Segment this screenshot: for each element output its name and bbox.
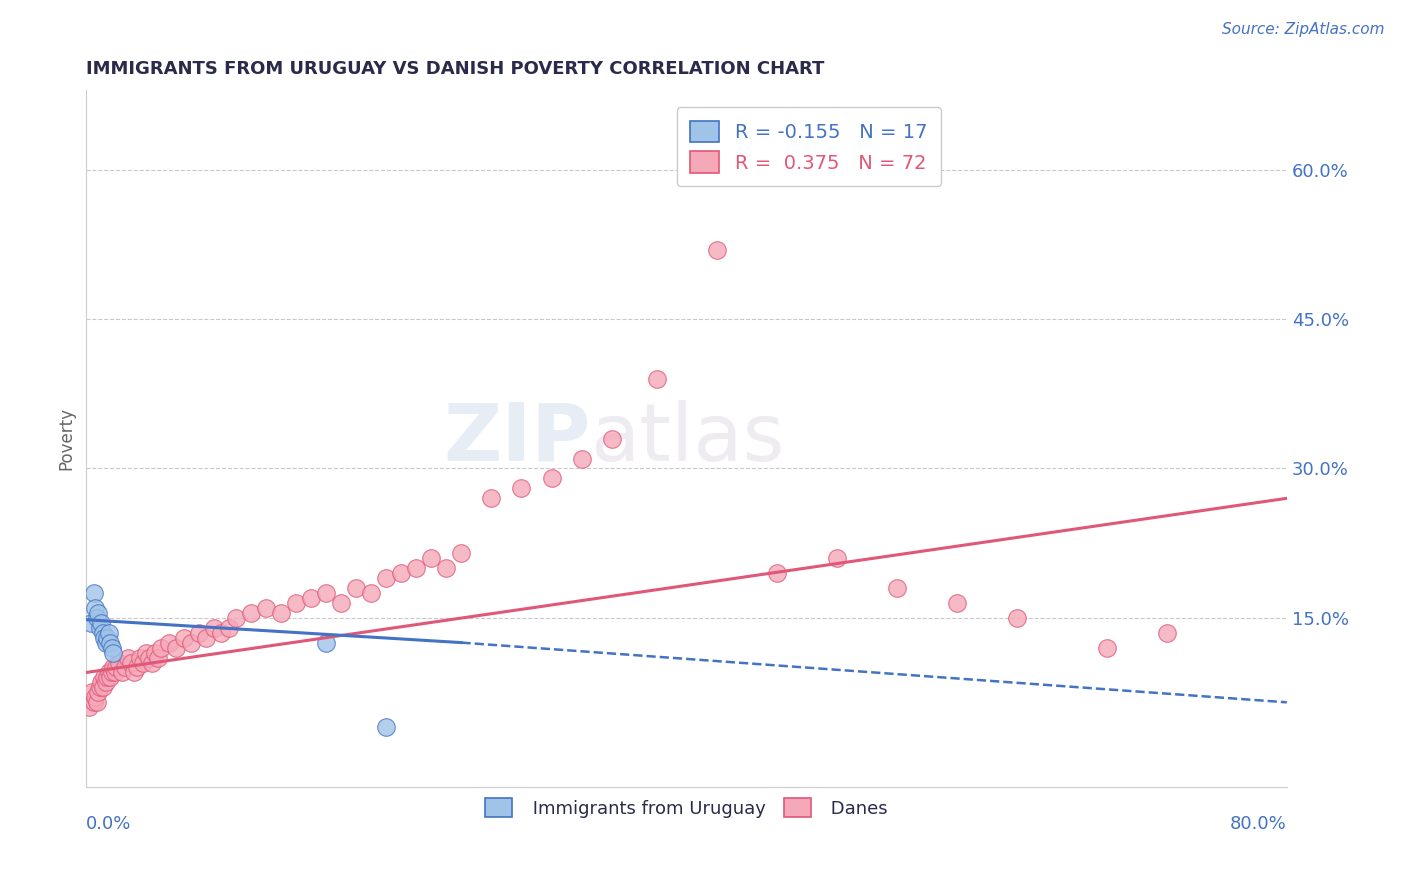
Point [103, 660, 125, 674]
Point [391, 566, 413, 580]
Point [89, 681, 111, 695]
Text: Source: ZipAtlas.com: Source: ZipAtlas.com [1222, 22, 1385, 37]
Text: 0.0%: 0.0% [86, 814, 132, 833]
Point [104, 665, 127, 680]
Point [240, 606, 263, 620]
Point [180, 635, 202, 649]
Point [101, 665, 124, 680]
Point [93, 670, 115, 684]
Point [254, 600, 277, 615]
Point [89, 621, 111, 635]
Point [80, 615, 103, 630]
Point [103, 646, 125, 660]
Point [450, 546, 472, 560]
Point [165, 640, 187, 655]
Legend:  Immigrants from Uruguay,  Danes: Immigrants from Uruguay, Danes [477, 789, 897, 827]
Point [111, 665, 134, 680]
Point [225, 611, 247, 625]
Text: IMMIGRANTS FROM URUGUAY VS DANISH POVERTY CORRELATION CHART: IMMIGRANTS FROM URUGUAY VS DANISH POVERT… [86, 60, 825, 78]
Point [375, 571, 398, 585]
Point [315, 635, 337, 649]
Point [124, 665, 146, 680]
Point [375, 720, 398, 734]
Point [87, 685, 110, 699]
Point [86, 611, 108, 625]
Point [1005, 611, 1028, 625]
Point [135, 646, 157, 660]
Point [93, 631, 115, 645]
Point [86, 695, 108, 709]
Point [91, 625, 114, 640]
Point [83, 695, 105, 709]
Point [299, 591, 322, 605]
Point [94, 635, 117, 649]
Point [315, 586, 337, 600]
Text: 80.0%: 80.0% [1230, 814, 1286, 833]
Point [98, 670, 121, 684]
Point [510, 481, 533, 495]
Point [600, 432, 623, 446]
Point [571, 451, 593, 466]
Point [138, 650, 160, 665]
Point [765, 566, 787, 580]
Point [195, 631, 218, 645]
Point [218, 621, 240, 635]
Point [344, 581, 367, 595]
Point [706, 243, 728, 257]
Point [886, 581, 908, 595]
Point [436, 561, 458, 575]
Point [129, 650, 152, 665]
Point [645, 372, 668, 386]
Point [481, 491, 503, 506]
Point [101, 640, 124, 655]
Point [270, 606, 292, 620]
Point [97, 665, 120, 680]
Point [84, 690, 107, 705]
Point [945, 596, 967, 610]
Point [209, 625, 232, 640]
Point [97, 625, 120, 640]
Point [90, 615, 112, 630]
Point [82, 685, 104, 699]
Point [96, 631, 118, 645]
Point [132, 656, 155, 670]
Text: atlas: atlas [591, 400, 785, 477]
Point [98, 635, 121, 649]
Point [94, 675, 117, 690]
Point [360, 586, 382, 600]
Point [108, 656, 131, 670]
Point [420, 551, 443, 566]
Point [1095, 640, 1118, 655]
Point [202, 621, 225, 635]
Point [150, 640, 173, 655]
Point [127, 660, 149, 674]
Point [148, 650, 170, 665]
Point [96, 670, 118, 684]
Point [405, 561, 427, 575]
Point [90, 675, 112, 690]
Point [83, 586, 105, 600]
Point [87, 606, 110, 620]
Point [120, 656, 142, 670]
Point [91, 681, 114, 695]
Point [330, 596, 353, 610]
Y-axis label: Poverty: Poverty [58, 407, 75, 470]
Point [105, 660, 128, 674]
Point [173, 631, 195, 645]
Point [141, 656, 163, 670]
Point [143, 646, 166, 660]
Point [540, 471, 562, 485]
Point [285, 596, 308, 610]
Point [117, 650, 139, 665]
Point [79, 700, 101, 714]
Point [1156, 625, 1178, 640]
Point [84, 600, 107, 615]
Point [187, 625, 209, 640]
Point [157, 635, 180, 649]
Point [825, 551, 848, 566]
Text: ZIP: ZIP [443, 400, 591, 477]
Point [114, 660, 136, 674]
